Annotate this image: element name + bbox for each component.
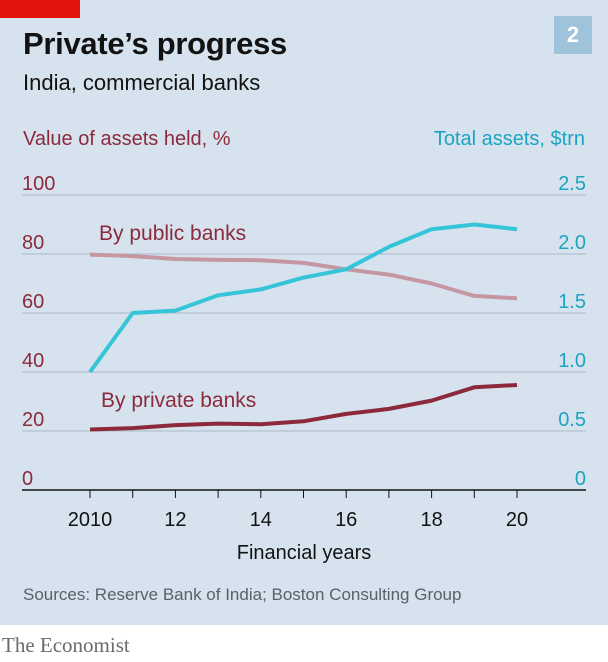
series-line-public [89, 252, 518, 301]
right-tick-label: 2.5 [558, 173, 586, 195]
x-tick-label: 12 [164, 509, 186, 531]
right-tick-label: 0.5 [558, 409, 586, 431]
x-tick-label: 2010 [68, 509, 113, 531]
left-tick-label: 20 [22, 409, 44, 431]
left-tick-label: 60 [22, 291, 44, 313]
left-tick-label: 0 [22, 468, 33, 490]
right-tick-label: 0 [575, 468, 586, 490]
right-axis-title: Total assets, $trn [433, 128, 585, 150]
series-label-private: By private banks [101, 389, 256, 412]
x-tick-label: 16 [335, 509, 357, 531]
chart-number-badge: 2 [554, 16, 592, 54]
line-chart: 0 0 20 0.5 40 1.0 60 1.5 80 2.0 100 2.5 2010 12 14 16 18… [22, 173, 586, 531]
right-tick-label: 2.0 [558, 232, 586, 254]
x-tick-label: 14 [250, 509, 272, 531]
left-axis-title: Value of assets held, % [23, 128, 231, 150]
series-label-public: By public banks [99, 222, 246, 245]
brand-red-tag [0, 0, 80, 18]
left-tick-label: 100 [22, 173, 55, 195]
chart-panel: Private’s progress India, commercial ban… [0, 0, 608, 625]
x-tick-label: 20 [506, 509, 528, 531]
left-tick-label: 80 [22, 232, 44, 254]
x-axis-title: Financial years [236, 542, 372, 564]
series-line-total-assets [88, 222, 518, 374]
source-note: Sources: Reserve Bank of India; Boston C… [23, 585, 462, 604]
chart-title: Private’s progress [23, 26, 287, 61]
left-tick-label: 40 [22, 350, 44, 372]
right-tick-label: 1.0 [558, 350, 586, 372]
right-tick-label: 1.5 [558, 291, 586, 313]
x-tick-label: 18 [420, 509, 442, 531]
series-line-private [89, 383, 518, 432]
brand-wordmark: The Economist [2, 633, 130, 657]
chart-subtitle: India, commercial banks [23, 70, 261, 95]
